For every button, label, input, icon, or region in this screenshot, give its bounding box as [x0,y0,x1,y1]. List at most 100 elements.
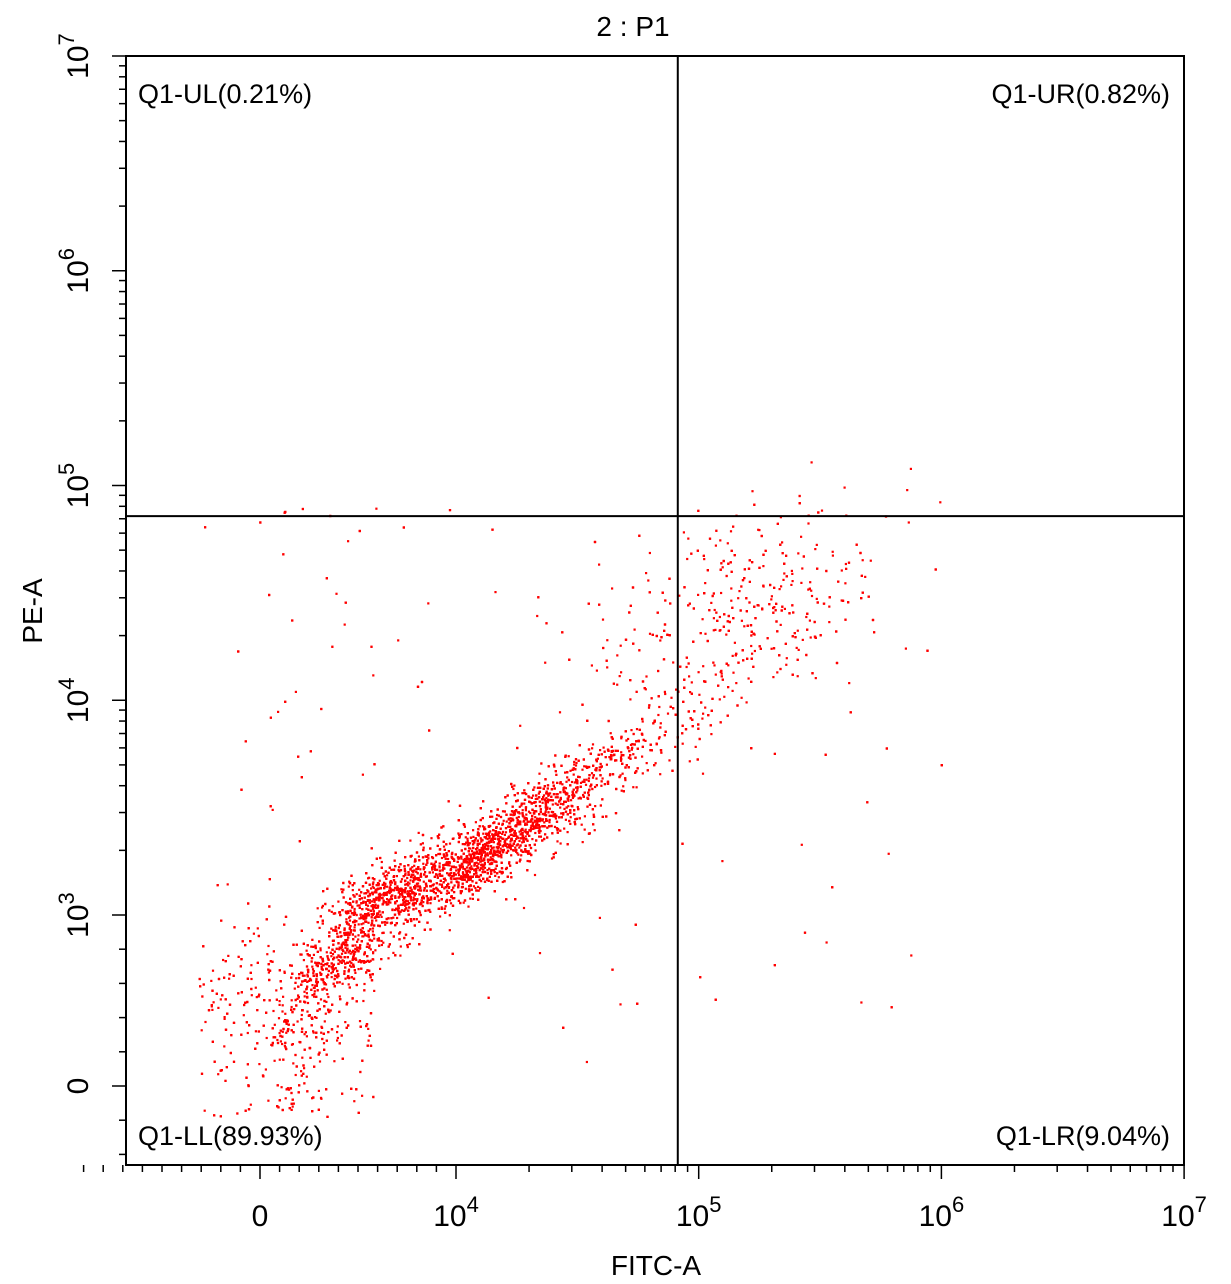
event-point [587,777,591,780]
event-point [409,899,412,902]
event-point [566,776,569,779]
event-point [459,892,462,895]
event-point [501,880,504,884]
event-point [697,671,700,674]
event-point [530,824,533,827]
event-point [538,796,541,799]
event-point [581,768,584,771]
event-point [550,810,553,814]
event-point [791,580,794,583]
event-point [704,632,707,635]
event-point [422,846,425,849]
event-point [494,853,497,856]
event-point [514,834,518,837]
event-point [400,892,403,896]
event-point [461,871,464,874]
event-point [685,665,688,669]
event-point [219,998,222,1001]
event-point [457,886,460,889]
event-point [472,829,475,832]
event-point [570,799,573,802]
event-point [272,1009,275,1013]
event-point [629,604,632,607]
event-point [469,897,472,900]
event-point [522,840,525,843]
event-point [587,794,590,797]
event-point [444,905,447,908]
event-point [435,882,438,885]
event-point [389,898,392,901]
event-point [314,984,317,987]
event-point [313,1016,317,1019]
event-point [471,880,474,883]
event-point [416,867,419,870]
event-point [632,732,635,736]
event-point [306,1010,309,1013]
event-point [232,1060,236,1063]
event-point [365,907,368,910]
event-point [461,882,464,885]
event-point [720,562,723,565]
event-point [389,883,392,886]
event-point [800,581,803,584]
event-point [559,842,562,845]
event-point [458,833,461,836]
event-point [362,935,365,938]
event-point [347,951,350,954]
event-point [534,849,537,852]
event-point [347,968,351,971]
event-point [645,572,648,575]
event-point [310,960,313,963]
event-point [625,764,628,767]
event-point [341,959,344,962]
event-point [517,853,520,856]
event-point [688,602,691,605]
event-point [377,893,380,896]
event-point [474,848,478,851]
event-point [284,700,287,703]
event-point [383,885,386,888]
event-point [320,1026,324,1029]
event-point [556,781,559,784]
event-point [300,1013,303,1017]
event-point [336,1036,339,1040]
event-point [526,839,529,842]
event-point [387,957,390,960]
event-point [377,884,380,887]
event-point [591,776,595,779]
event-point [332,982,335,985]
event-point [371,885,374,888]
event-point [778,588,781,591]
event-point [336,1039,339,1042]
event-point [326,993,329,996]
event-point [368,894,371,897]
event-point [550,788,554,791]
event-point [552,811,555,814]
event-point [376,939,379,942]
event-point [750,634,753,637]
event-point [464,836,467,839]
event-point [256,1042,259,1045]
event-point [793,632,796,635]
event-point [223,1045,226,1048]
event-point [520,854,523,857]
event-point [315,964,318,967]
event-point [325,975,328,978]
event-point [809,636,812,639]
event-point [291,619,294,622]
event-point [505,820,508,823]
event-point [242,1014,245,1017]
event-point [831,554,834,557]
event-point [303,995,306,998]
event-point [391,908,394,912]
event-point [290,1005,293,1009]
event-point [553,825,557,828]
event-point [737,597,740,600]
event-point [910,954,913,957]
event-point [563,807,566,810]
event-point [426,901,429,904]
event-point [518,860,521,863]
event-point [424,871,427,874]
event-point [682,531,685,534]
event-point [419,843,422,846]
